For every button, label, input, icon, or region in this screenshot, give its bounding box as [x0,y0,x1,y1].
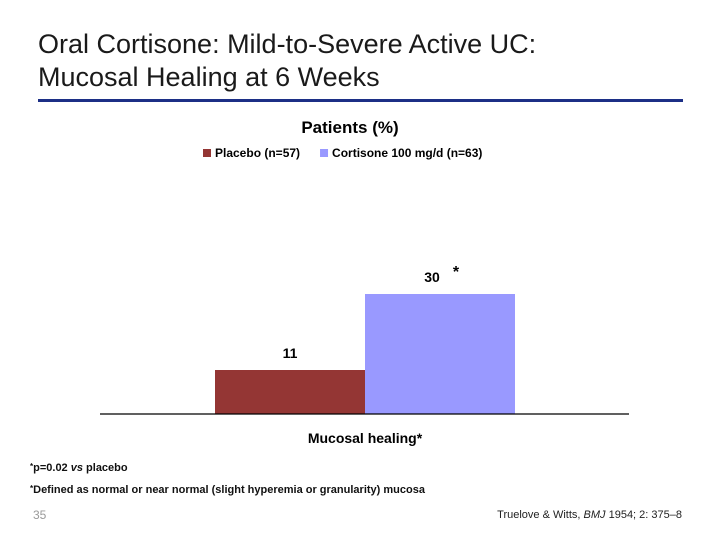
citation-ref: 1954; 2: 375–8 [605,509,682,521]
footnote-text: Defined as normal or near normal (slight… [33,484,425,496]
bar-1 [215,370,365,414]
data-label-2: 30 [424,269,440,285]
citation: Truelove & Witts, BMJ 1954; 2: 375–8 [497,509,682,521]
chart-bars: 11 30 * [215,264,515,414]
data-label-1: 11 [283,345,298,361]
slide-title-line-2: Mucosal Healing at 6 Weeks [38,62,380,92]
legend-label-2: Cortisone 100 mg/d (n=63) [332,146,482,160]
slide-title: Oral Cortisone: Mild-to-Severe Active UC… [38,28,698,94]
footnote-star: * [30,462,34,471]
footnote-pvalue: *p=0.02 vs placebo [30,462,128,474]
footnote-text-vs: vs [70,462,83,474]
bar-2 [365,294,515,414]
footnote-star: * [30,484,34,493]
citation-journal: BMJ [583,509,606,521]
legend-swatch-2 [320,149,329,157]
significance-star: * [453,264,460,281]
chart-svg: Patients (%) Placebo (n=57) Cortisone 100… [100,118,629,446]
page-number: 35 [33,508,47,522]
footnote-text: p=0.02 [33,462,71,474]
footnote-definition: *Defined as normal or near normal (sligh… [30,484,425,496]
slide-title-line-1: Oral Cortisone: Mild-to-Severe Active UC… [38,29,537,59]
citation-authors: Truelove & Witts, [497,509,584,521]
legend-swatch-1 [203,149,211,157]
bar-chart: Patients (%) Placebo (n=57) Cortisone 100… [0,105,720,455]
footnote-text: placebo [82,462,128,474]
chart-legend: Placebo (n=57) Cortisone 100 mg/d (n=63) [203,146,482,160]
x-axis-label: Mucosal healing* [308,430,423,446]
chart-title: Patients (%) [301,118,398,137]
legend-label-1: Placebo (n=57) [215,146,300,160]
title-divider [38,99,683,102]
